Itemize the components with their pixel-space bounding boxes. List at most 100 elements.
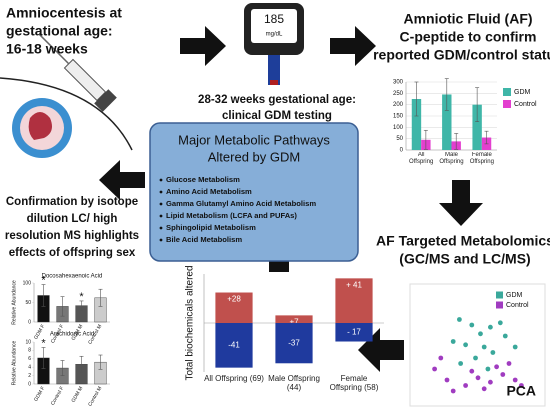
point [512, 344, 518, 350]
point [463, 342, 468, 348]
testing-text: clinical GDM testing [222, 110, 332, 122]
y-tick-label: 50 [25, 300, 31, 306]
bar [472, 104, 482, 150]
bullet [159, 190, 163, 194]
x-tick-label: GDM F [33, 386, 46, 403]
point [481, 344, 487, 350]
bullet [159, 202, 163, 206]
metabolomics-text: AF Targeted Metabolomics [376, 233, 550, 249]
x-tick-label-box: Female Offspring (58) [330, 374, 379, 392]
bar [215, 292, 253, 323]
value-label: -41 [228, 340, 240, 349]
y-tick-label: 100 [23, 280, 32, 286]
bullet [159, 238, 163, 242]
confirmation-text: effects of offspring sex [9, 247, 136, 259]
annotation: * [79, 291, 84, 303]
point [478, 331, 483, 337]
chart-title: Docosahexaenoic Acid [42, 274, 103, 280]
y-tick-label: 150 [393, 114, 404, 120]
af-text: C-peptide to confirm [400, 29, 537, 45]
bar [442, 94, 452, 150]
error-bar [60, 360, 65, 376]
y-tick-label: 0 [28, 381, 31, 387]
error-bar [98, 354, 103, 370]
meter-screen [251, 9, 297, 43]
legend-label: GDM [506, 292, 523, 299]
point [432, 366, 437, 372]
y-tick-label: 200 [393, 102, 404, 108]
x-tick-label-box: Male Offspring (44) [268, 374, 320, 392]
fetus [28, 112, 52, 140]
arrow-down [439, 180, 483, 226]
legend-swatch [496, 301, 503, 309]
bar [335, 323, 373, 342]
pathway-item: Glucose Metabolism [166, 175, 240, 184]
legend-swatch [503, 100, 511, 108]
needle [38, 33, 70, 65]
chart-title: Arachidonic Acid [50, 332, 94, 338]
arrow-right [180, 26, 226, 66]
x-tick-label-box: Female Offspring [469, 152, 494, 165]
y-tick-label: 50 [396, 136, 403, 142]
point [490, 350, 496, 355]
pathway-item: Lipid Metabolism (LCFA and PUFAs) [166, 211, 297, 220]
y-tick-label: 6 [28, 356, 31, 362]
bullet [159, 226, 163, 230]
point [502, 333, 508, 339]
meter-reading: 185 [264, 12, 284, 26]
point [494, 364, 499, 370]
point [500, 372, 506, 377]
error-bar [484, 130, 489, 145]
value-label: + 41 [346, 280, 362, 289]
y-tick-label: 0 [400, 148, 404, 154]
point [469, 322, 475, 328]
y-tick-label: 0 [28, 319, 31, 325]
x-tick-label: All Offspring (69) [204, 374, 264, 383]
error-bar [41, 347, 46, 369]
pathway-item: Amino Acid Metabolism [166, 187, 252, 196]
x-tick-label: Male Offspring (44) [268, 374, 320, 392]
point [450, 339, 456, 344]
error-bar [475, 87, 480, 122]
y-tick-label: 250 [393, 91, 404, 97]
af-text: reported GDM/control status [373, 47, 550, 63]
bar [215, 323, 253, 368]
point [488, 379, 493, 385]
bar [275, 323, 313, 364]
point [488, 324, 493, 330]
af-text: Amniotic Fluid (AF) [403, 11, 532, 27]
x-tick-label-box: Male Offspring [439, 152, 464, 165]
pathway-item: Gamma Glutamyl Amino Acid Metabolism [166, 199, 316, 208]
value-label: - 17 [347, 327, 361, 336]
bar [335, 278, 373, 323]
error-bar [60, 296, 65, 317]
arrow-left [99, 160, 145, 200]
syringe [38, 33, 117, 112]
error-bar [79, 355, 84, 373]
syringe-barrel [63, 58, 107, 102]
x-tick-label: All Offspring [409, 152, 434, 165]
y-tick-label: 8 [28, 348, 31, 354]
blood-drop [270, 80, 278, 85]
error-bar [41, 284, 46, 307]
point [463, 383, 468, 388]
testing-text: 28-32 weeks gestational age: [198, 94, 356, 106]
x-tick-label: Male Offspring [439, 152, 464, 165]
point [497, 320, 503, 326]
error-bar [423, 129, 428, 150]
x-tick-label: Female Offspring [469, 152, 494, 165]
pathways-title: Major Metabolic Pathways [178, 132, 330, 147]
y-tick-label: 10 [25, 339, 31, 345]
bullet [159, 178, 163, 182]
amniocentesis-text: 16-18 weeks [6, 41, 88, 57]
value-label: +7 [289, 317, 299, 326]
annotation: * [41, 274, 46, 286]
metabolomics-text: (GC/MS and LC/MS) [399, 251, 530, 267]
y-axis-label: Relative Abundance [11, 280, 17, 325]
bar [275, 315, 313, 323]
x-tick-label: Control F [50, 386, 65, 407]
legend-label: Control [506, 302, 529, 309]
y-axis-label: Total biochemicals altered [185, 265, 196, 380]
y-tick-label: 4 [28, 365, 31, 371]
